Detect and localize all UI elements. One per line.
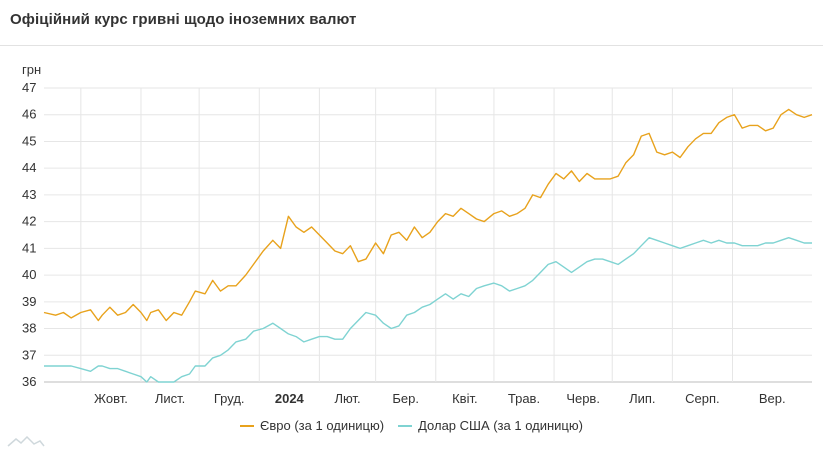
x-tick-label: Жовт. <box>94 391 128 406</box>
y-tick-label: 40 <box>22 267 36 282</box>
mountain-logo-icon <box>7 435 45 447</box>
y-tick-label: 47 <box>22 80 36 95</box>
y-tick-label: 45 <box>22 133 36 148</box>
x-tick-label: Бер. <box>392 391 419 406</box>
y-tick-label: 46 <box>22 107 36 122</box>
y-tick-label: 38 <box>22 321 36 336</box>
chart-legend: Євро (за 1 одиницю) Долар США (за 1 один… <box>0 418 823 433</box>
y-tick-label: 37 <box>22 347 36 362</box>
x-tick-label: Вер. <box>759 391 786 406</box>
y-tick-label: 41 <box>22 240 36 255</box>
x-tick-label: Лист. <box>155 391 185 406</box>
page-title: Офіційний курс гривні щодо іноземних вал… <box>10 11 357 28</box>
line-chart: грн 36 37 38 39 40 41 42 43 44 45 46 47 Жовт. Лист. Г… <box>22 62 813 406</box>
legend-swatch-usd <box>398 424 413 427</box>
legend-swatch-euro <box>240 424 255 427</box>
legend-label-euro: Євро (за 1 одиницю) <box>260 418 385 433</box>
y-tick-label: 42 <box>22 214 36 229</box>
x-tick-label: 2024 <box>275 391 305 406</box>
series-line-usd[interactable] <box>44 236 812 383</box>
chart-grid <box>44 87 812 383</box>
chart-lines <box>43 108 813 383</box>
x-tick-label: Квіт. <box>452 391 478 406</box>
y-tick-label: 44 <box>22 160 36 175</box>
x-tick-label: Серп. <box>685 391 720 406</box>
legend-item-usd[interactable]: Долар США (за 1 одиницю) <box>398 418 583 433</box>
x-tick-label: Черв. <box>566 391 600 406</box>
series-line-euro[interactable] <box>43 108 813 322</box>
y-tick-label: 36 <box>22 374 36 389</box>
x-axis-ticks: Жовт. Лист. Груд. 2024 Лют. Бер. Квіт. Трав. Чер… <box>94 391 786 406</box>
x-tick-label: Лип. <box>629 391 655 406</box>
title-divider <box>0 45 823 46</box>
x-tick-label: Груд. <box>214 391 245 406</box>
x-tick-label: Лют. <box>334 391 360 406</box>
y-tick-label: 39 <box>22 294 36 309</box>
y-axis-unit-label: грн <box>22 62 41 77</box>
y-axis-ticks: 36 37 38 39 40 41 42 43 44 45 46 47 <box>22 80 36 389</box>
legend-label-usd: Долар США (за 1 одиницю) <box>418 418 583 433</box>
legend-item-euro[interactable]: Євро (за 1 одиницю) <box>240 418 384 433</box>
x-tick-label: Трав. <box>508 391 540 406</box>
y-tick-label: 43 <box>22 187 36 202</box>
